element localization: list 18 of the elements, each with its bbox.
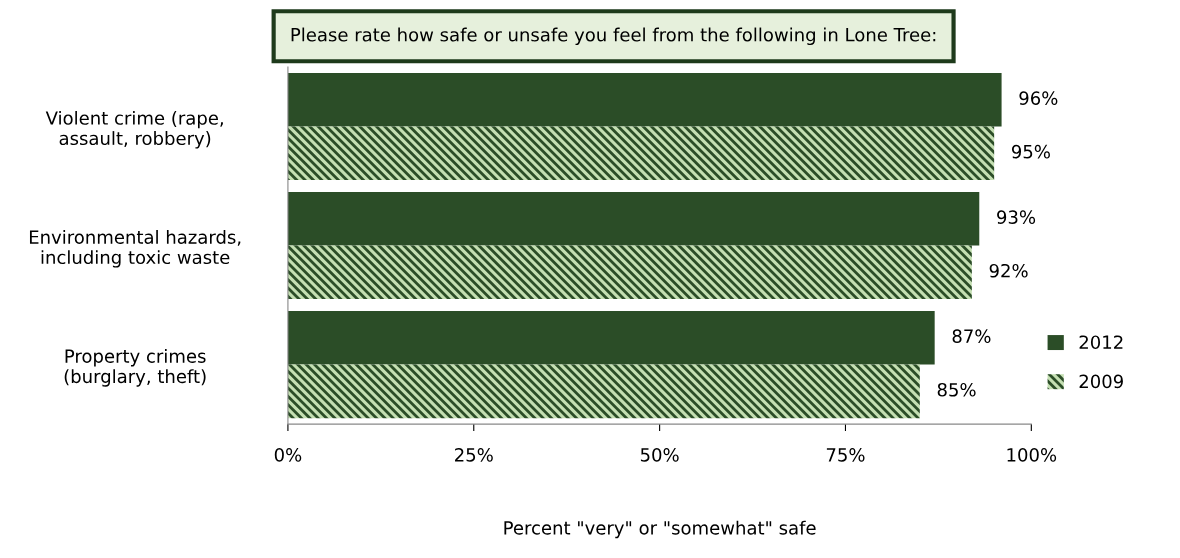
data-label: 96% bbox=[1019, 91, 1058, 105]
y-tick-label: Environmental hazards, including toxic waste bbox=[29, 229, 241, 268]
data-label: 95% bbox=[1011, 144, 1050, 159]
x-tick-label: 75% bbox=[826, 448, 865, 462]
legend-label: 2009 bbox=[1079, 374, 1123, 389]
x-tick-label: 100% bbox=[1007, 448, 1057, 462]
x-tick-label: 25% bbox=[455, 448, 493, 462]
legend-label: 2012 bbox=[1079, 335, 1123, 350]
y-tick-label: Violent crime (rape, assault, robbery) bbox=[45, 110, 223, 149]
data-label: 85% bbox=[937, 382, 976, 397]
x-tick-label: 0% bbox=[274, 448, 302, 462]
data-label: 93% bbox=[997, 210, 1036, 224]
x-axis-title: Percent "very" or "somewhat" safe bbox=[504, 520, 816, 539]
data-label: 92% bbox=[989, 263, 1028, 278]
x-tick-label: 50% bbox=[640, 448, 679, 462]
chart-title: Please rate how safe or unsafe you feel from the following in Lone Tree: bbox=[291, 27, 936, 46]
data-label: 87% bbox=[952, 329, 991, 344]
y-tick-label: Property crimes (burglary, theft) bbox=[64, 348, 206, 387]
